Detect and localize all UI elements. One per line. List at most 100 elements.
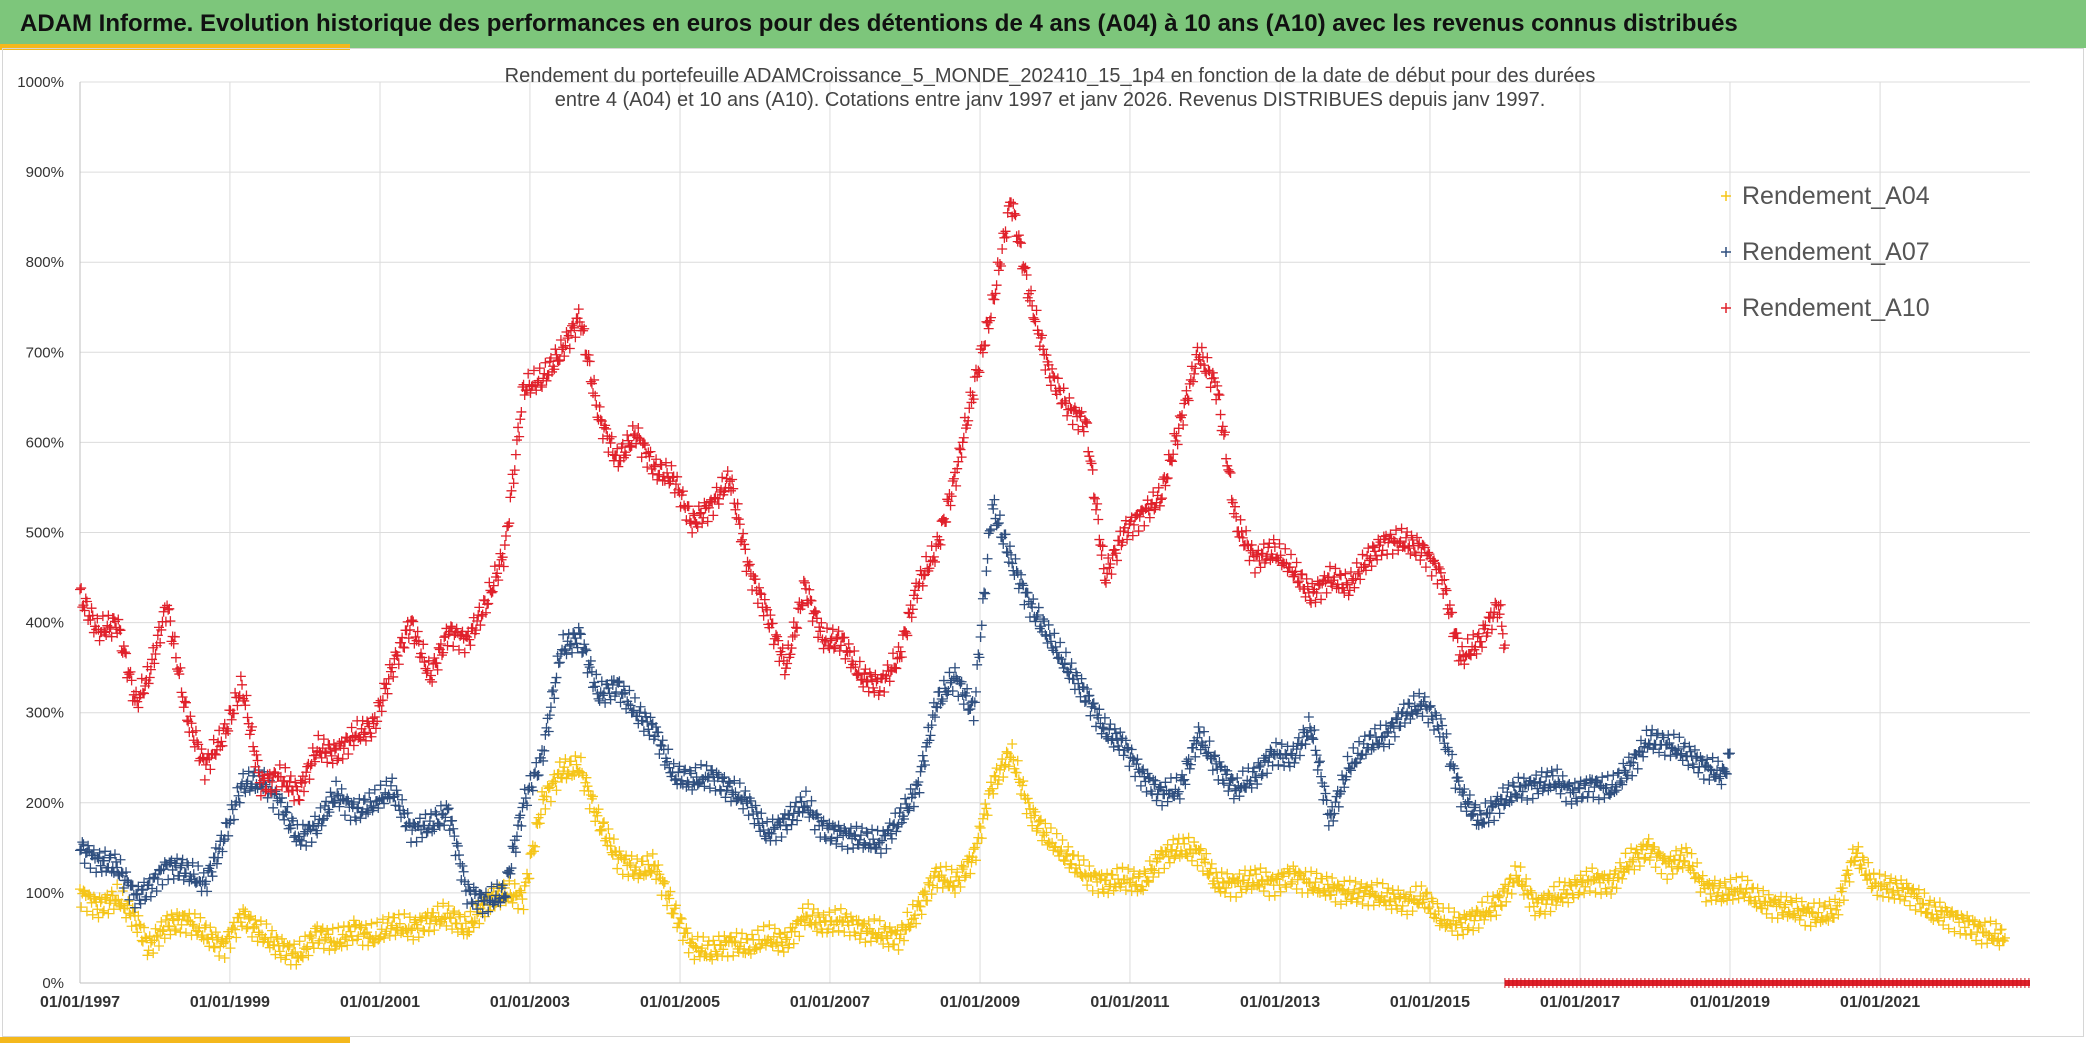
data-point xyxy=(336,783,347,794)
data-point xyxy=(170,925,181,936)
data-point xyxy=(621,450,632,461)
data-point xyxy=(670,479,681,490)
data-point xyxy=(612,676,623,687)
data-point xyxy=(1908,883,1919,894)
data-point xyxy=(965,703,976,714)
data-point xyxy=(1284,562,1295,573)
data-point xyxy=(1838,895,1849,906)
data-point xyxy=(1637,747,1648,758)
data-point xyxy=(126,921,137,932)
data-point xyxy=(687,527,698,538)
data-point xyxy=(1271,737,1282,748)
data-point xyxy=(1314,756,1325,767)
data-point xyxy=(1494,609,1505,620)
data-point xyxy=(886,833,897,844)
footer-accent-line xyxy=(0,1037,350,1043)
data-point xyxy=(76,902,87,913)
data-point xyxy=(981,566,992,577)
data-point xyxy=(1210,750,1221,761)
data-point xyxy=(1393,885,1404,896)
data-point xyxy=(1194,845,1205,856)
data-point xyxy=(1179,774,1190,785)
data-point xyxy=(277,792,288,803)
data-point xyxy=(1468,629,1479,640)
data-point xyxy=(1562,888,1573,899)
data-point xyxy=(1085,456,1096,467)
data-point xyxy=(780,663,791,674)
data-point xyxy=(638,438,649,449)
data-point xyxy=(1943,923,1954,934)
x-tick-label: 01/01/2019 xyxy=(1690,994,1770,1011)
data-point xyxy=(1059,659,1070,670)
data-point xyxy=(618,452,629,463)
data-point xyxy=(313,730,324,741)
data-point xyxy=(864,923,875,934)
data-point xyxy=(442,804,453,815)
data-point xyxy=(1930,902,1941,913)
data-point xyxy=(789,630,800,641)
data-point xyxy=(1477,897,1488,908)
data-point xyxy=(537,745,548,756)
data-point xyxy=(1190,363,1201,374)
data-point xyxy=(540,803,551,814)
data-point xyxy=(1686,848,1697,859)
data-point xyxy=(1617,873,1628,884)
data-point xyxy=(1204,736,1215,747)
data-point xyxy=(1089,868,1100,879)
legend-label-a10: Rendement_A10 xyxy=(1742,294,1930,322)
data-point xyxy=(1993,933,2004,944)
data-point xyxy=(1177,410,1188,421)
data-point xyxy=(1413,899,1424,910)
data-point xyxy=(1365,730,1376,741)
data-point xyxy=(1190,751,1201,762)
data-point xyxy=(806,595,817,606)
data-point xyxy=(964,403,975,414)
data-point xyxy=(593,804,604,815)
data-point xyxy=(142,950,153,961)
data-point xyxy=(844,828,855,839)
data-point xyxy=(843,638,854,649)
data-point xyxy=(1326,889,1337,900)
data-point xyxy=(802,800,813,811)
data-point xyxy=(534,818,545,829)
data-point xyxy=(1716,779,1727,790)
data-point xyxy=(788,938,799,949)
data-point xyxy=(1419,542,1430,553)
data-point xyxy=(1317,873,1328,884)
data-point xyxy=(558,629,569,640)
legend-marker xyxy=(1721,247,1731,257)
data-point xyxy=(1601,782,1612,793)
data-point xyxy=(862,676,873,687)
x-tick-label: 01/01/2007 xyxy=(790,994,870,1011)
data-point xyxy=(633,873,644,884)
data-point xyxy=(823,640,834,651)
data-point xyxy=(675,912,686,923)
data-point xyxy=(279,775,290,786)
data-point xyxy=(1614,857,1625,868)
data-point xyxy=(595,824,606,835)
data-point xyxy=(787,814,798,825)
data-point xyxy=(605,437,616,448)
data-point xyxy=(1258,753,1269,764)
data-point xyxy=(612,863,623,874)
data-point xyxy=(1611,785,1622,796)
data-point xyxy=(1324,561,1335,572)
data-point xyxy=(577,767,588,778)
data-point xyxy=(438,898,449,909)
data-point xyxy=(1029,314,1040,325)
data-point xyxy=(448,641,459,652)
data-point xyxy=(396,928,407,939)
data-point xyxy=(1703,880,1714,891)
data-point xyxy=(1012,755,1023,766)
data-point xyxy=(1506,888,1517,899)
data-point xyxy=(1280,543,1291,554)
data-point xyxy=(115,625,126,636)
data-point xyxy=(1517,786,1528,797)
data-point xyxy=(1255,863,1266,874)
data-point xyxy=(1178,833,1189,844)
data-point xyxy=(1032,609,1043,620)
data-point xyxy=(402,931,413,942)
data-point xyxy=(186,718,197,729)
data-point xyxy=(1525,885,1536,896)
data-point xyxy=(926,720,937,731)
